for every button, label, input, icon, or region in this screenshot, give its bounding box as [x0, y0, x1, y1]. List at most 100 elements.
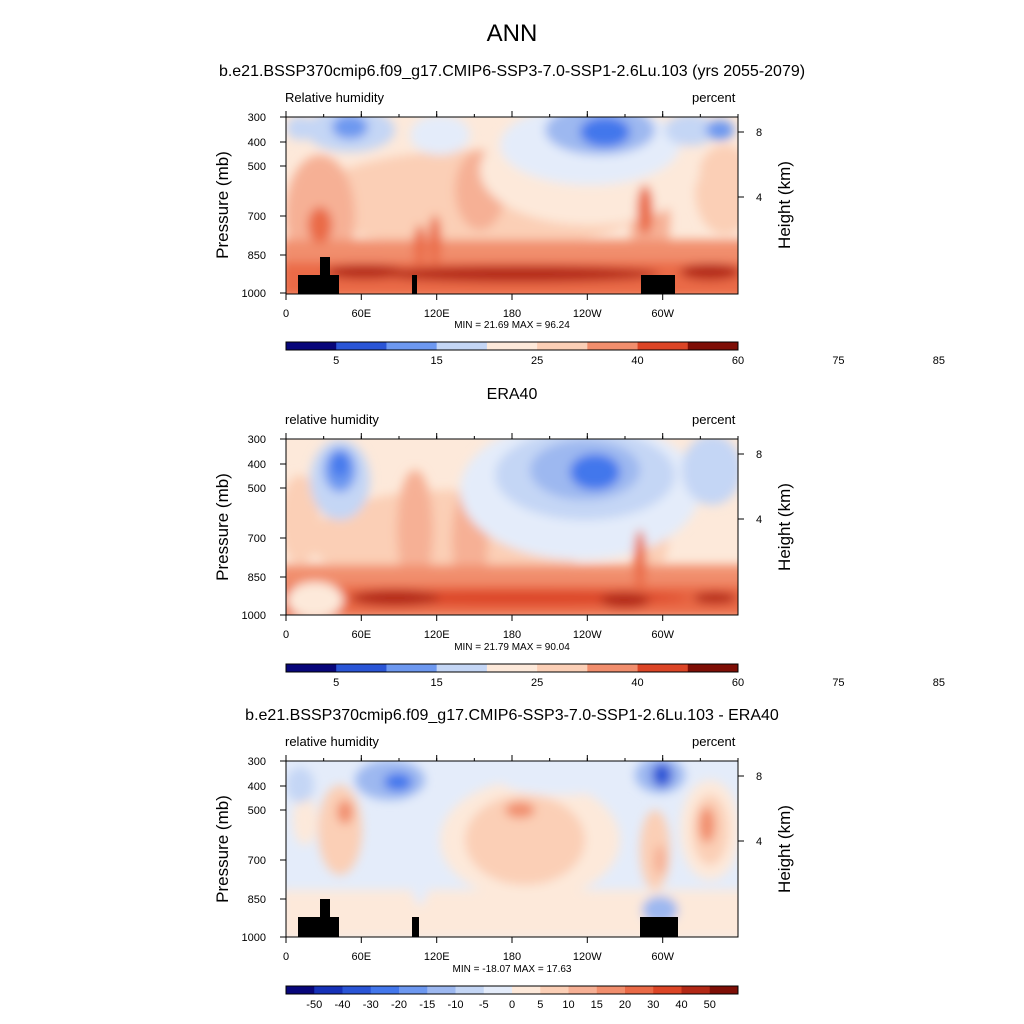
x-tick-label: 120W: [573, 951, 602, 963]
colorbar-label: 40: [675, 999, 687, 1011]
panel-3-title: b.e21.BSSP370cmip6.f09_g17.CMIP6-SSP3-7.…: [245, 707, 779, 724]
y-tick-label: 700: [248, 855, 266, 867]
colorbar-frame: [285, 341, 739, 351]
colorbar-swatch: [386, 342, 437, 350]
colorbar-label: -40: [335, 999, 351, 1011]
x-tick-label: 60E: [352, 308, 372, 320]
colorbar-label: -50: [306, 999, 322, 1011]
colorbar-swatch: [587, 664, 638, 672]
colorbar-layer: 515254060758595515254060758595-50-40-30-…: [285, 341, 945, 1011]
y-right-tick-label: 8: [756, 449, 762, 461]
y-tick-label: 850: [248, 894, 266, 906]
colorbar-swatch: [537, 664, 588, 672]
colorbar-label: 15: [431, 677, 443, 689]
colorbar-swatch: [486, 342, 538, 350]
x-tick-label: 0: [283, 629, 289, 641]
colorbar-label: 25: [531, 355, 543, 367]
colorbar-swatch: [286, 342, 337, 350]
colorbar-swatch: [483, 986, 513, 994]
panel-1-minmax: MIN = 21.69 MAX = 96.24: [454, 320, 570, 331]
y-tick-label: 300: [248, 112, 266, 124]
y-tick-label: 1000: [242, 288, 266, 300]
colorbar-swatch: [512, 986, 541, 994]
y-right-tick-label: 8: [756, 127, 762, 139]
colorbar-swatch: [336, 342, 387, 350]
colorbar-label: 40: [631, 355, 643, 367]
y-right-tick-label: 4: [756, 192, 762, 204]
y-tick-label: 1000: [242, 610, 266, 622]
colorbar-swatch: [286, 986, 315, 994]
x-tick-label: 180: [503, 629, 521, 641]
colorbar-label: 0: [509, 999, 515, 1011]
colorbar-label: 85: [933, 355, 945, 367]
colorbar-swatch: [568, 986, 598, 994]
colorbar-swatch: [681, 986, 711, 994]
panel-2-title: ERA40: [486, 386, 538, 403]
y-tick-label: 700: [248, 533, 266, 545]
colorbar-label: 10: [562, 999, 574, 1011]
y-tick-label: 400: [248, 137, 266, 149]
colorbar-swatch: [342, 986, 372, 994]
colorbar-swatch: [625, 986, 654, 994]
panel-1-title: b.e21.BSSP370cmip6.f09_g17.CMIP6-SSP3-7.…: [218, 63, 806, 80]
y-tick-label: 850: [248, 250, 266, 262]
x-tick-label: 0: [283, 951, 289, 963]
y-tick-label: 1000: [242, 932, 266, 944]
x-tick-label: 180: [503, 951, 521, 963]
colorbar-swatch: [687, 664, 739, 672]
panel-2-variable: relative humidity: [285, 412, 379, 427]
colorbar-swatch: [436, 664, 488, 672]
panel-2-units: percent: [692, 412, 736, 427]
colorbar-swatch: [587, 342, 638, 350]
colorbar-swatch: [286, 664, 337, 672]
x-tick-label: 60E: [352, 629, 372, 641]
colorbar-label: 30: [647, 999, 659, 1011]
colorbar-label: 5: [333, 355, 339, 367]
y-right-tick-label: 8: [756, 771, 762, 783]
colorbar-swatch: [399, 986, 428, 994]
colorbar-label: -15: [419, 999, 435, 1011]
x-tick-label: 0: [283, 308, 289, 320]
y-tick-label: 850: [248, 572, 266, 584]
panel-1-units: percent: [692, 90, 736, 105]
colorbar-label: 60: [732, 677, 744, 689]
panel-2-field: [286, 439, 738, 615]
colorbar-swatch: [596, 986, 626, 994]
colorbar-swatch: [427, 986, 456, 994]
panel-3-topography: [298, 899, 678, 937]
colorbar-swatch: [370, 986, 400, 994]
colorbar-label: 5: [333, 677, 339, 689]
y-tick-label: 400: [248, 781, 266, 793]
colorbar-swatch: [687, 342, 739, 350]
colorbar-swatch: [537, 342, 588, 350]
colorbar-label: -30: [363, 999, 379, 1011]
colorbar-swatch: [540, 986, 569, 994]
colorbar-frame: [285, 663, 739, 673]
x-tick-label: 120W: [573, 308, 602, 320]
panel-3-field: [286, 761, 738, 937]
colorbar-swatch: [486, 664, 538, 672]
y-tick-label: 300: [248, 756, 266, 768]
colorbar-swatch: [637, 342, 689, 350]
panel-3-variable: relative humidity: [285, 734, 379, 749]
y-tick-label: 500: [248, 805, 266, 817]
panel-3-units: percent: [692, 734, 736, 749]
colorbar-swatch: [314, 986, 343, 994]
x-tick-label: 60W: [651, 308, 674, 320]
panel-2-minmax: MIN = 21.79 MAX = 90.04: [454, 642, 570, 653]
x-tick-label: 60W: [651, 951, 674, 963]
colorbar-label: 25: [531, 677, 543, 689]
y-tick-label: 500: [248, 161, 266, 173]
x-tick-label: 120W: [573, 629, 602, 641]
colorbar-label: 85: [933, 677, 945, 689]
colorbar-swatch: [637, 664, 689, 672]
colorbar-label: 20: [619, 999, 631, 1011]
colorbar-label: 50: [704, 999, 716, 1011]
x-tick-label: 180: [503, 308, 521, 320]
colorbar-swatch: [386, 664, 437, 672]
colorbar-label: 15: [431, 355, 443, 367]
x-tick-label: 60W: [651, 629, 674, 641]
colorbar-label: 60: [732, 355, 744, 367]
